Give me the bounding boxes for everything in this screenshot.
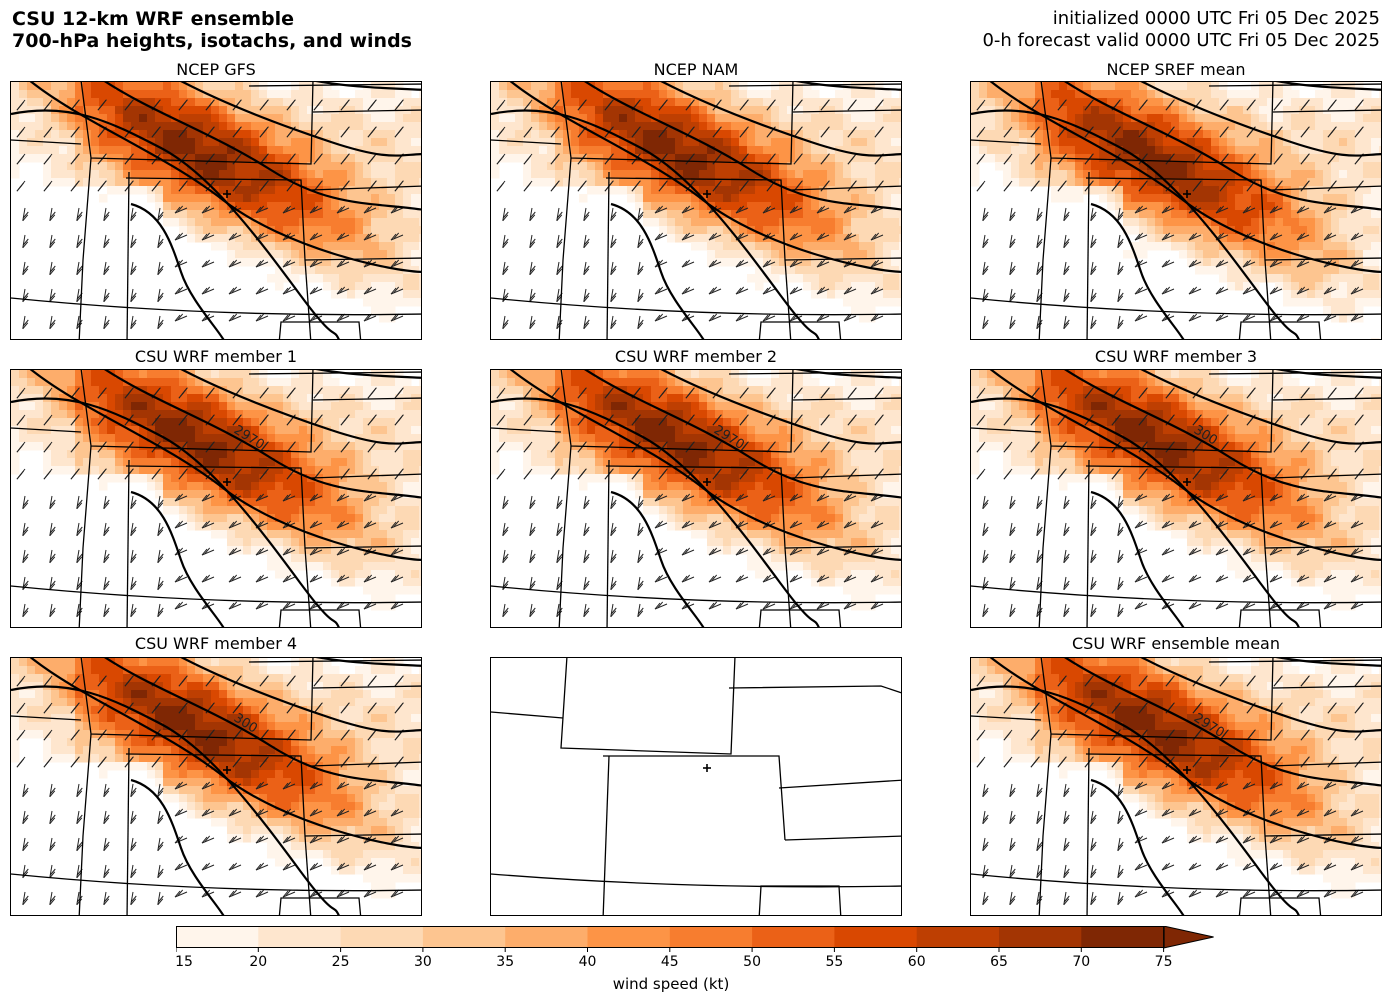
height-contours xyxy=(971,82,1381,339)
panel-title: NCEP NAM xyxy=(653,60,739,79)
colorbar-segment xyxy=(669,926,753,948)
colorbar-tick-label: 55 xyxy=(825,954,843,970)
wind-barbs xyxy=(16,387,404,618)
wind-barbs xyxy=(976,99,1364,330)
station-marker xyxy=(223,190,231,198)
colorbar-label: wind speed (kt) xyxy=(612,975,730,993)
isotach-fill xyxy=(11,82,421,323)
station-marker xyxy=(1183,478,1191,486)
station-marker xyxy=(1183,190,1191,198)
map-svg: 2970 xyxy=(491,370,901,627)
height-contours xyxy=(491,370,901,627)
init-time: initialized 0000 UTC Fri 05 Dec 2025 xyxy=(1052,8,1380,29)
height-contours xyxy=(11,370,421,627)
colorbar-tick-label: 50 xyxy=(743,954,761,970)
panel-title: CSU WRF ensemble mean xyxy=(1071,634,1280,653)
state-borders xyxy=(491,82,901,339)
map-panel: 2970 xyxy=(490,369,902,628)
colorbar-segment xyxy=(422,926,506,948)
title-line-2: 700-hPa heights, isotachs, and winds xyxy=(12,30,412,52)
map-panel: 2970 xyxy=(970,657,1382,916)
station-marker xyxy=(703,190,711,198)
map-svg: 2970 xyxy=(11,370,421,627)
panel-title: NCEP GFS xyxy=(176,60,256,79)
colorbar-tick-label: 70 xyxy=(1072,954,1090,970)
state-borders xyxy=(11,370,421,627)
wind-barbs xyxy=(976,675,1364,906)
height-contours xyxy=(11,658,421,915)
colorbar-tick-label: 60 xyxy=(908,954,926,970)
wind-barbs xyxy=(16,99,404,330)
height-contours xyxy=(11,82,421,339)
colorbar-tick-label: 20 xyxy=(249,954,267,970)
map-svg xyxy=(491,82,901,339)
colorbar-segment xyxy=(834,926,918,948)
wind-barbs xyxy=(496,99,884,330)
colorbar-segment xyxy=(916,926,1000,948)
colorbar-segment xyxy=(176,926,259,948)
colorbar-tick-label: 25 xyxy=(332,954,350,970)
colorbar-extend-arrow xyxy=(1163,925,1214,949)
title-line-1: CSU 12-km WRF ensemble xyxy=(12,8,294,30)
state-borders xyxy=(971,370,1381,627)
station-marker xyxy=(1183,766,1191,774)
colorbar-segment xyxy=(340,926,424,948)
isotach-fill xyxy=(971,82,1381,339)
state-borders xyxy=(971,82,1381,339)
colorbar-outline xyxy=(176,926,1165,948)
station-marker xyxy=(703,764,711,772)
station-marker xyxy=(223,478,231,486)
state-borders xyxy=(971,658,1381,915)
panel-title: CSU WRF member 2 xyxy=(614,347,778,366)
colorbar-tick-label: 45 xyxy=(661,954,679,970)
map-panel xyxy=(490,81,902,340)
colorbar-tick-label: 75 xyxy=(1155,954,1173,970)
panel-title: CSU WRF member 4 xyxy=(134,634,298,653)
map-svg xyxy=(11,82,421,339)
colorbar-segment xyxy=(1081,926,1165,948)
station-marker xyxy=(703,478,711,486)
colorbar-segment xyxy=(258,926,342,948)
colorbar-segment xyxy=(587,926,671,948)
colorbar-segment xyxy=(505,926,588,948)
colorbar-tick-label: 35 xyxy=(496,954,514,970)
forecast-time-info: initialized 0000 UTC Fri 05 Dec 2025 0-h… xyxy=(982,8,1380,52)
state-borders xyxy=(11,658,421,915)
colorbar-tick-label: 15 xyxy=(176,954,193,970)
height-contours xyxy=(971,658,1381,915)
map-panel: 2970 xyxy=(10,369,422,628)
isotach-fill xyxy=(971,658,1381,899)
colorbar-tick-label: 65 xyxy=(990,954,1008,970)
map-panel xyxy=(10,81,422,340)
station-marker xyxy=(223,766,231,774)
colorbar-segment xyxy=(752,926,835,948)
colorbar-segment xyxy=(999,926,1082,948)
state-borders xyxy=(491,370,901,627)
map-svg xyxy=(971,82,1381,339)
valid-time: 0-h forecast valid 0000 UTC Fri 05 Dec 2… xyxy=(982,30,1380,51)
map-panel: 300 xyxy=(10,657,422,916)
map-svg: 300 xyxy=(11,658,421,915)
colorbar-tick-label: 40 xyxy=(579,954,597,970)
height-contours xyxy=(971,370,1381,627)
colorbar: 15 20 25 30 35 40 45 50 55 60 65 70 75 xyxy=(175,925,1236,978)
wind-barbs xyxy=(16,675,404,906)
map-panel: 300 xyxy=(970,369,1382,628)
panel-title: NCEP SREF mean xyxy=(1106,60,1246,79)
map-svg xyxy=(491,658,901,915)
colorbar-svg: 15 20 25 30 35 40 45 50 55 60 65 70 75 xyxy=(175,925,1214,970)
panel-title: CSU WRF member 1 xyxy=(134,347,298,366)
panel-title: CSU WRF member 3 xyxy=(1094,347,1258,366)
state-borders xyxy=(11,82,421,339)
map-svg: 2970 xyxy=(971,658,1381,915)
map-svg: 300 xyxy=(971,370,1381,627)
state-borders xyxy=(491,658,901,915)
map-panel xyxy=(970,81,1382,340)
height-contours xyxy=(491,82,901,339)
figure-title: CSU 12-km WRF ensemble 700-hPa heights, … xyxy=(12,8,412,52)
map-panel xyxy=(490,657,902,916)
colorbar-tick-label: 30 xyxy=(414,954,432,970)
